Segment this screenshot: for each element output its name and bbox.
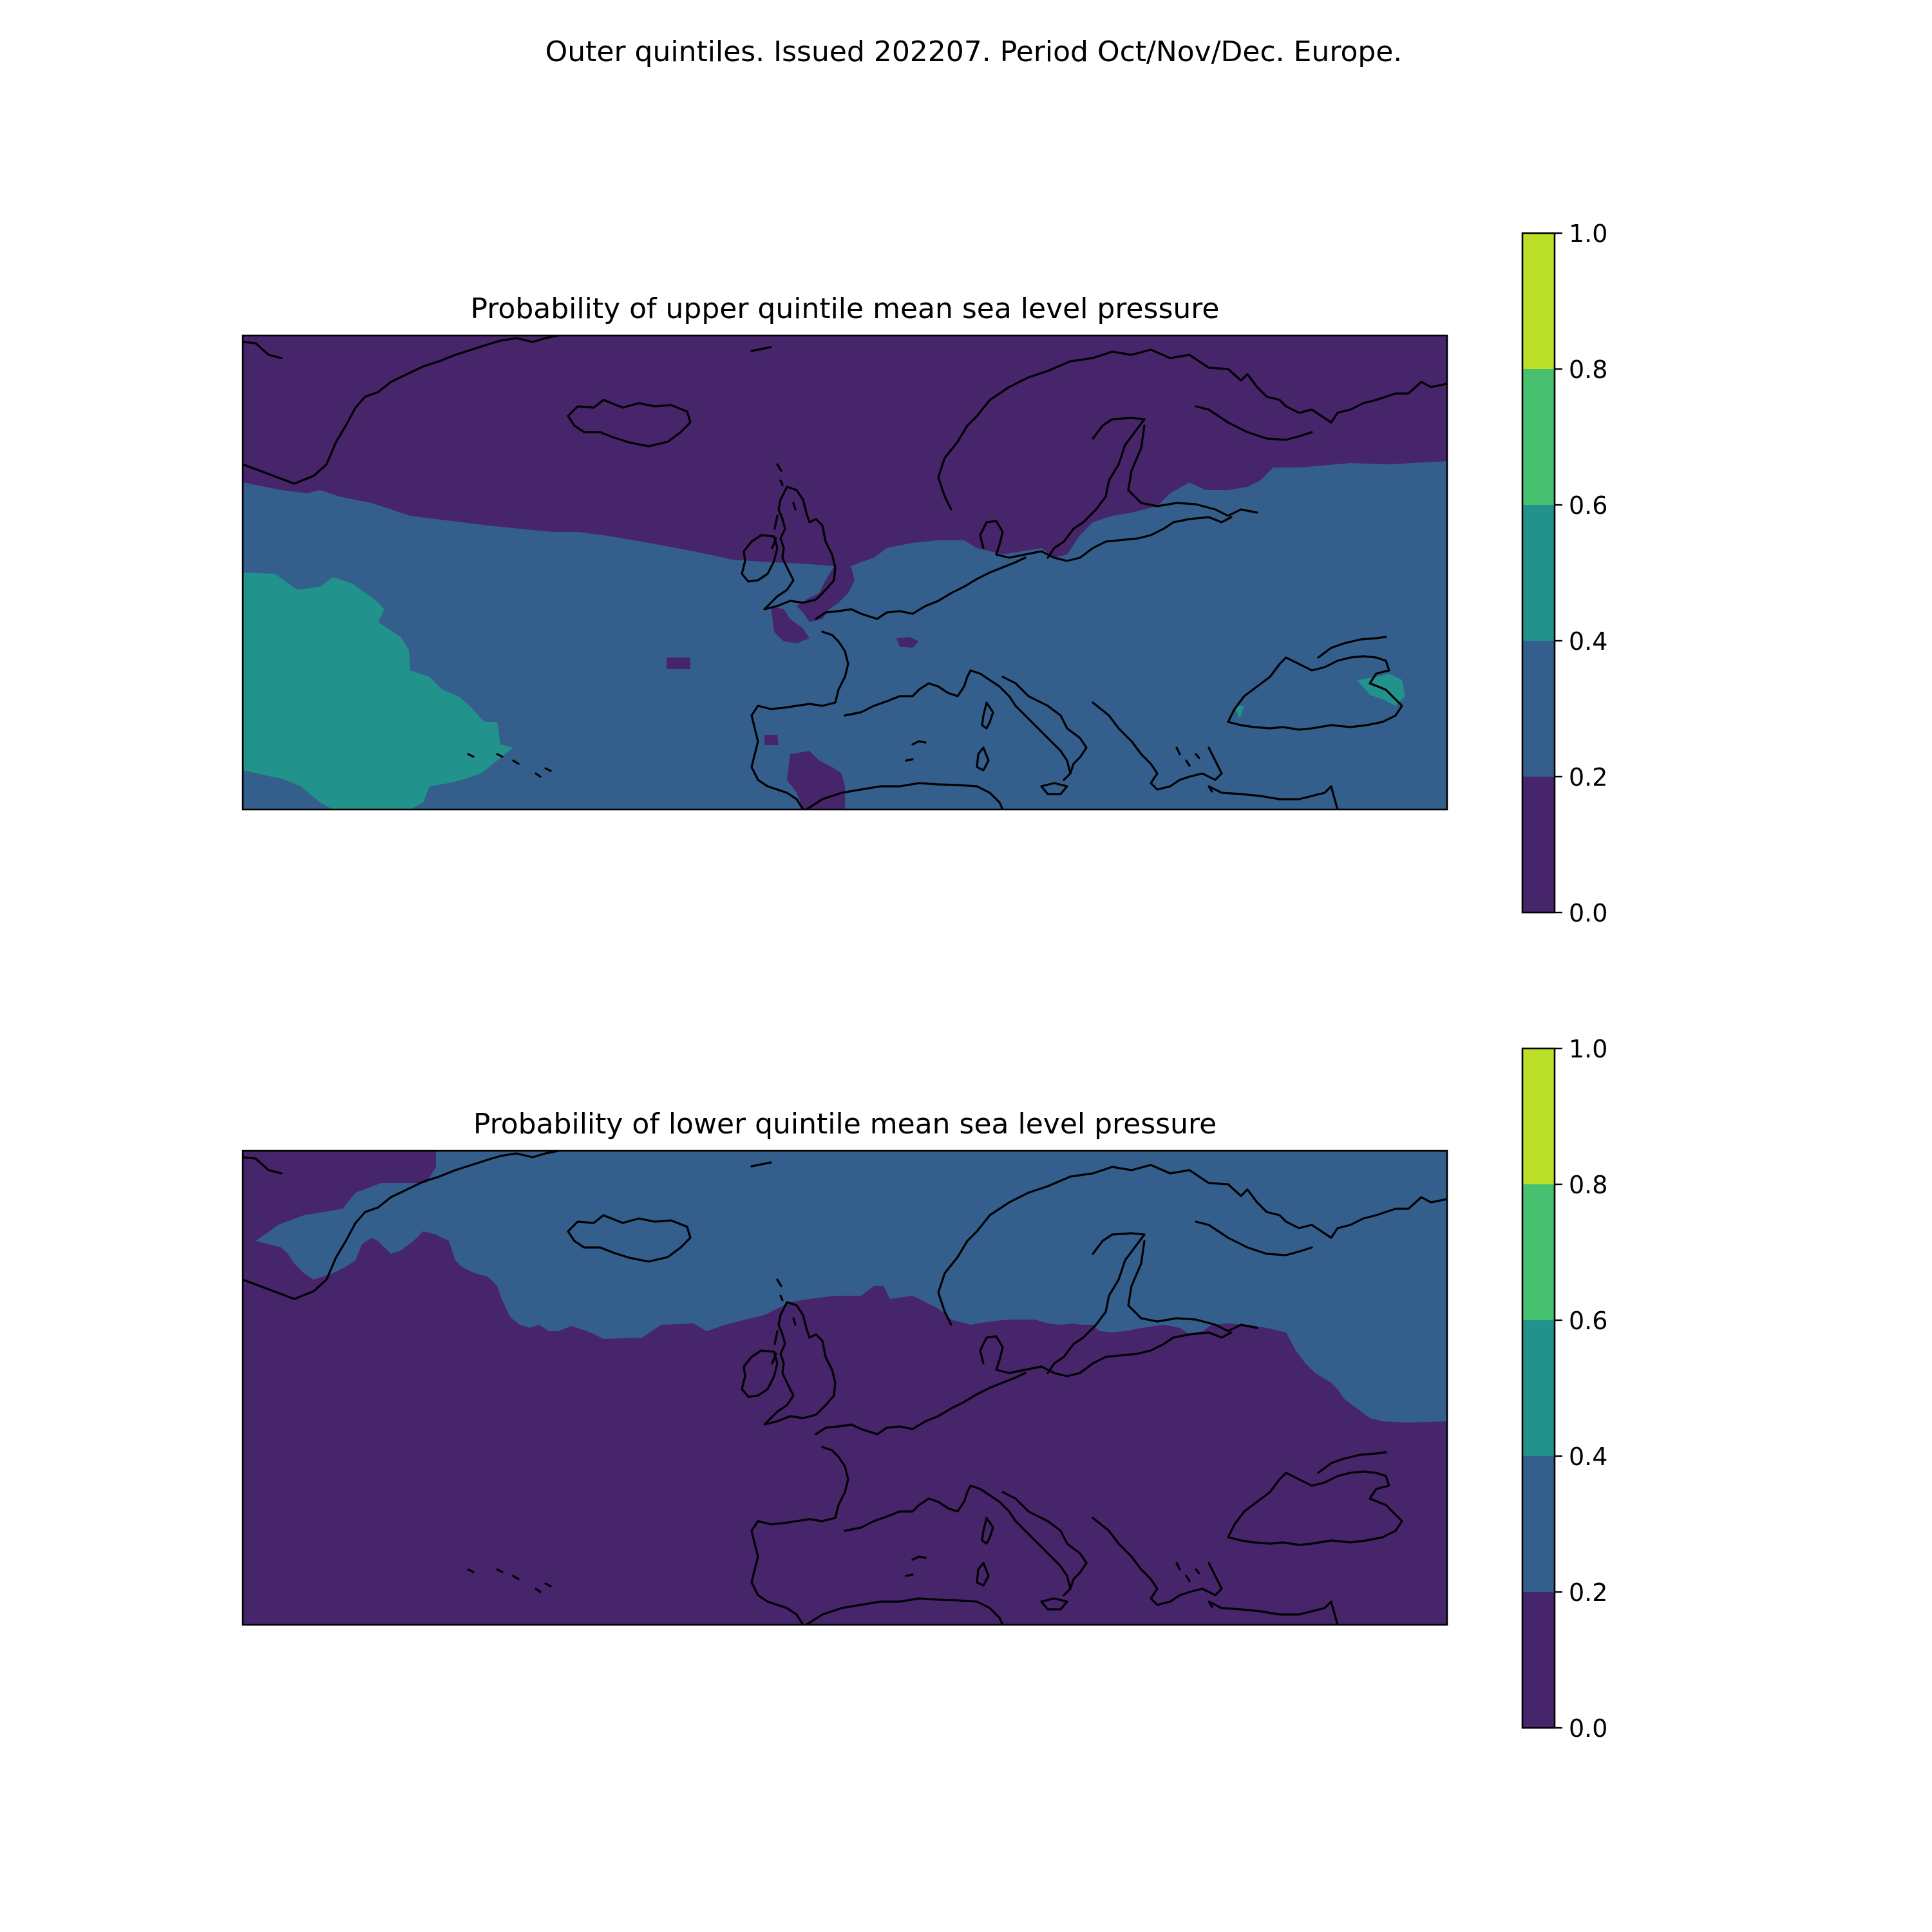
map-frame-upper <box>242 334 1448 811</box>
patch-bay-biscay <box>667 658 690 669</box>
colorbar-tick-label: 1.0 <box>1569 1035 1607 1063</box>
patch-germany <box>896 637 919 648</box>
map-frame-lower <box>242 1150 1448 1626</box>
probability-field-upper <box>243 336 1447 810</box>
colorbar-bin-0 <box>1522 1592 1555 1728</box>
colorbar-tick-label: 0.8 <box>1569 355 1607 384</box>
colorbar-tick-label: 0.2 <box>1569 763 1607 791</box>
panel-title-lower: Probability of lower quintile mean sea l… <box>473 1108 1217 1141</box>
map-panel-upper: Probability of upper quintile mean sea l… <box>242 292 1448 811</box>
region-bin-0.0-0.2 <box>243 336 1447 567</box>
colorbar-frame <box>1521 232 1556 914</box>
colorbar-tick-label: 0.0 <box>1569 899 1607 927</box>
colorbar-tick-label: 0.4 <box>1569 1443 1607 1471</box>
patch-channel <box>771 606 810 643</box>
colorbar-bin-1 <box>1522 1456 1555 1592</box>
colorbar-tick-label: 0.6 <box>1569 491 1607 520</box>
region-bin-0.2-0.4 <box>256 1151 1447 1423</box>
map-panel-lower: Probability of lower quintile mean sea l… <box>242 1108 1448 1626</box>
colorbar-bin-2 <box>1522 1320 1555 1456</box>
patch-iberia-n <box>764 735 779 745</box>
colorbar-bin-3 <box>1522 369 1555 505</box>
region-bin-0.4-0.6 <box>243 573 513 810</box>
colorbar-bin-0 <box>1522 777 1555 913</box>
patch-black-sea-west <box>1235 706 1244 719</box>
colorbar-tick-label: 0.8 <box>1569 1171 1607 1199</box>
patch-north-sea <box>797 564 855 622</box>
colorbar-tick-label: 1.0 <box>1569 220 1607 248</box>
colorbar-bin-1 <box>1522 641 1555 777</box>
colorbar-tick-label: 0.4 <box>1569 627 1607 656</box>
colorbar-bin-3 <box>1522 1184 1555 1320</box>
colorbar-lower: 0.0 0.2 0.4 0.6 0.8 1.0 <box>1521 1035 1607 1743</box>
patch-iberia-sw <box>787 751 845 810</box>
figure-title: Outer quintiles. Issued 202207. Period O… <box>545 35 1403 68</box>
colorbar-tick-label: 0.2 <box>1569 1578 1607 1607</box>
panel-title-upper: Probability of upper quintile mean sea l… <box>471 292 1220 325</box>
probability-field-lower <box>243 1151 1447 1625</box>
colorbar-upper: 0.0 0.2 0.4 0.6 0.8 1.0 <box>1521 220 1607 927</box>
colorbar-bin-2 <box>1522 505 1555 641</box>
colorbar-bin-4 <box>1522 233 1555 369</box>
colorbar-bin-4 <box>1522 1048 1555 1184</box>
colorbar-tick-label: 0.0 <box>1569 1714 1607 1743</box>
colorbar-frame <box>1521 1047 1556 1729</box>
colorbar-tick-label: 0.6 <box>1569 1307 1607 1335</box>
